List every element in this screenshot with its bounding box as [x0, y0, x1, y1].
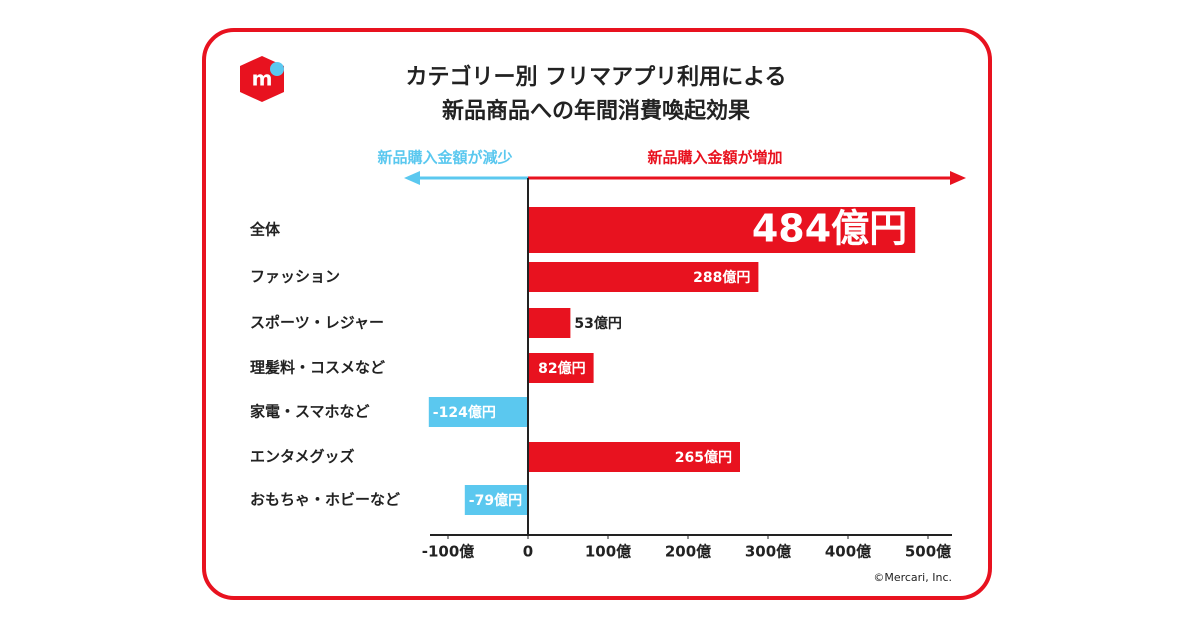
x-tick-label: 200億	[665, 543, 711, 561]
bar	[528, 353, 594, 383]
category-label: 家電・スマホなど	[250, 403, 370, 421]
category-label: ファッション	[250, 268, 340, 286]
value-label: -124億円	[433, 404, 496, 421]
chart-title: カテゴリー別 フリマアプリ利用による	[405, 64, 786, 90]
bar	[528, 262, 759, 292]
direction-arrows	[404, 171, 966, 185]
value-label: 484億円	[752, 207, 907, 251]
x-tick-label: 300億	[745, 543, 791, 561]
value-label: 288億円	[693, 269, 750, 286]
x-tick-label: 500億	[905, 543, 951, 561]
bar	[528, 442, 740, 472]
bar	[464, 485, 528, 515]
category-label: おもちゃ・ホビーなど	[250, 491, 400, 509]
category-label: スポーツ・レジャー	[250, 314, 384, 332]
value-label: 82億円	[538, 360, 585, 377]
value-label: 265億円	[675, 449, 732, 466]
category-label: 全体	[249, 221, 281, 239]
bar	[528, 308, 571, 338]
value-label: 53億円	[574, 315, 621, 332]
svg-text:m: m	[252, 67, 273, 91]
x-tick-label: 400億	[825, 543, 871, 561]
logo: m	[240, 56, 284, 102]
value-label: -79億円	[469, 492, 522, 509]
credit: ©Mercari, Inc.	[873, 571, 952, 584]
category-label: 理髪料・コスメなど	[250, 359, 385, 377]
bar	[528, 207, 916, 253]
chart-title: 新品商品への年間消費喚起効果	[442, 98, 750, 124]
bar	[428, 397, 528, 427]
frame	[202, 28, 992, 600]
category-label: エンタメグッズ	[250, 448, 355, 466]
x-tick-label: -100億	[422, 543, 475, 561]
arrow-label: 新品購入金額が減少	[377, 149, 512, 167]
x-tick-label: 0	[523, 543, 533, 561]
arrow-label: 新品購入金額が増加	[647, 149, 782, 167]
x-tick-label: 100億	[585, 543, 631, 561]
